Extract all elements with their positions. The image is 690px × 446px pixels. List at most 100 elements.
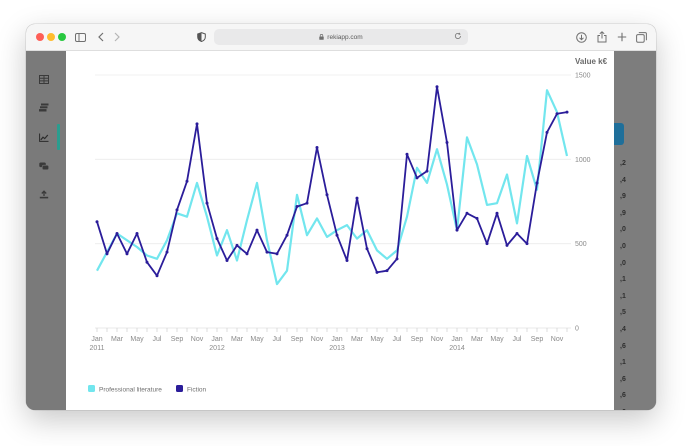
browser-toolbar: rekiapp.com xyxy=(26,24,656,51)
reload-icon[interactable] xyxy=(454,32,462,40)
data-point xyxy=(235,243,239,247)
chart-icon xyxy=(39,133,49,142)
sidebar-toggle-icon[interactable] xyxy=(74,30,86,44)
x-tick-label: Mar xyxy=(471,336,484,343)
data-point xyxy=(215,237,219,241)
data-point xyxy=(465,211,469,215)
tab-overview-icon[interactable] xyxy=(635,30,647,44)
data-point xyxy=(265,250,269,254)
data-point xyxy=(445,140,449,144)
lock-icon xyxy=(319,34,324,40)
side-panel-value: ,6 xyxy=(620,392,626,400)
close-window-button[interactable] xyxy=(36,33,44,41)
series-line-fiction xyxy=(96,85,568,277)
sidebar-item-chat[interactable] xyxy=(37,159,51,173)
data-point xyxy=(245,252,249,256)
right-side-panel: ,2 ,4 ,9 ,9 ,0 ,0 ,0 ,1 ,1 ,5 ,4 ,6 ,1 ,6 ,6 ,6 xyxy=(614,51,656,410)
forward-icon[interactable] xyxy=(112,30,122,44)
x-tick-label: Sep xyxy=(531,336,544,343)
y-axis-label: Value k€ xyxy=(575,57,608,66)
data-point xyxy=(95,220,99,224)
legend-swatch xyxy=(88,385,95,392)
legend-label: Professional literature xyxy=(99,387,162,394)
data-point xyxy=(555,112,559,116)
side-panel-value: ,1 xyxy=(620,359,626,367)
data-point xyxy=(535,181,539,185)
stack-icon xyxy=(39,103,49,111)
data-point xyxy=(475,216,479,220)
data-point xyxy=(405,152,409,156)
side-panel-value: ,5 xyxy=(620,309,626,317)
x-tick-label: Nov xyxy=(311,336,324,343)
back-icon[interactable] xyxy=(96,30,106,44)
side-panel-value: ,4 xyxy=(620,326,626,333)
x-tick-label: Jan xyxy=(211,336,222,343)
sidebar-item-stack[interactable] xyxy=(37,100,51,114)
y-tick-label: 500 xyxy=(575,241,587,248)
y-tick-label: 0 xyxy=(575,326,579,333)
data-point xyxy=(175,208,179,212)
data-point xyxy=(385,269,389,273)
side-panel-value: ,9 xyxy=(620,209,626,217)
x-tick-label: Nov xyxy=(191,336,204,343)
sidebar-item-chart[interactable] xyxy=(37,130,51,144)
side-panel-value: ,1 xyxy=(620,292,626,300)
x-tick-label: Jul xyxy=(393,336,402,343)
series-line-professional-literature xyxy=(96,89,569,286)
data-point xyxy=(105,252,109,256)
chart-panel: 0 500 1000 1500 Value k€ Jan Mar May Jul Sep Nov Ja… xyxy=(66,51,614,410)
data-point xyxy=(155,274,159,278)
x-tick-label: Sep xyxy=(411,336,424,343)
data-point xyxy=(275,252,279,256)
side-panel-value: ,4 xyxy=(620,176,626,184)
data-point xyxy=(345,259,349,263)
x-year-label: 2013 xyxy=(329,345,345,352)
data-point xyxy=(355,196,359,200)
data-point xyxy=(195,122,199,126)
data-point xyxy=(485,242,489,246)
sidebar-item-upload[interactable] xyxy=(37,187,51,201)
table-icon xyxy=(39,74,49,84)
x-tick-label: Mar xyxy=(351,336,364,343)
data-point xyxy=(425,169,429,173)
x-year-label: 2012 xyxy=(209,345,225,352)
side-panel-value: ,0 xyxy=(620,226,626,234)
address-bar[interactable]: rekiapp.com xyxy=(214,29,468,45)
share-icon[interactable] xyxy=(596,30,608,44)
app-sidebar xyxy=(26,51,66,410)
data-point xyxy=(415,176,419,180)
x-tick-label: Nov xyxy=(431,336,444,343)
data-point xyxy=(435,85,439,89)
y-tick-label: 1000 xyxy=(575,157,591,164)
side-panel-value: ,0 xyxy=(620,243,626,250)
data-point xyxy=(315,146,319,150)
data-point xyxy=(295,205,299,209)
download-icon[interactable] xyxy=(575,30,587,44)
x-tick-label: May xyxy=(370,336,384,343)
x-tick-label: Sep xyxy=(291,336,304,343)
x-tick-label: May xyxy=(250,336,264,343)
data-point xyxy=(125,252,129,256)
address-url: rekiapp.com xyxy=(327,33,363,41)
data-point xyxy=(515,232,519,236)
privacy-shield-icon[interactable] xyxy=(196,30,206,44)
side-panel-button[interactable] xyxy=(614,123,624,145)
data-point xyxy=(455,228,459,232)
x-tick-label: May xyxy=(490,336,504,343)
sidebar-active-indicator xyxy=(57,124,60,150)
data-point xyxy=(375,270,379,274)
data-point xyxy=(205,201,209,205)
data-point xyxy=(165,250,169,254)
minimize-window-button[interactable] xyxy=(47,33,55,41)
side-panel-value: ,6 xyxy=(620,342,626,350)
sidebar-item-table[interactable] xyxy=(37,72,51,86)
data-point xyxy=(545,130,549,134)
new-tab-icon[interactable] xyxy=(616,30,628,44)
x-tick-label: Jan xyxy=(331,336,342,343)
data-point xyxy=(395,257,399,261)
maximize-window-button[interactable] xyxy=(58,33,66,41)
x-tick-label: Sep xyxy=(171,336,184,343)
browser-window: rekiapp.com xyxy=(26,24,656,410)
x-tick-label: Mar xyxy=(231,336,244,343)
chat-icon xyxy=(39,162,49,170)
